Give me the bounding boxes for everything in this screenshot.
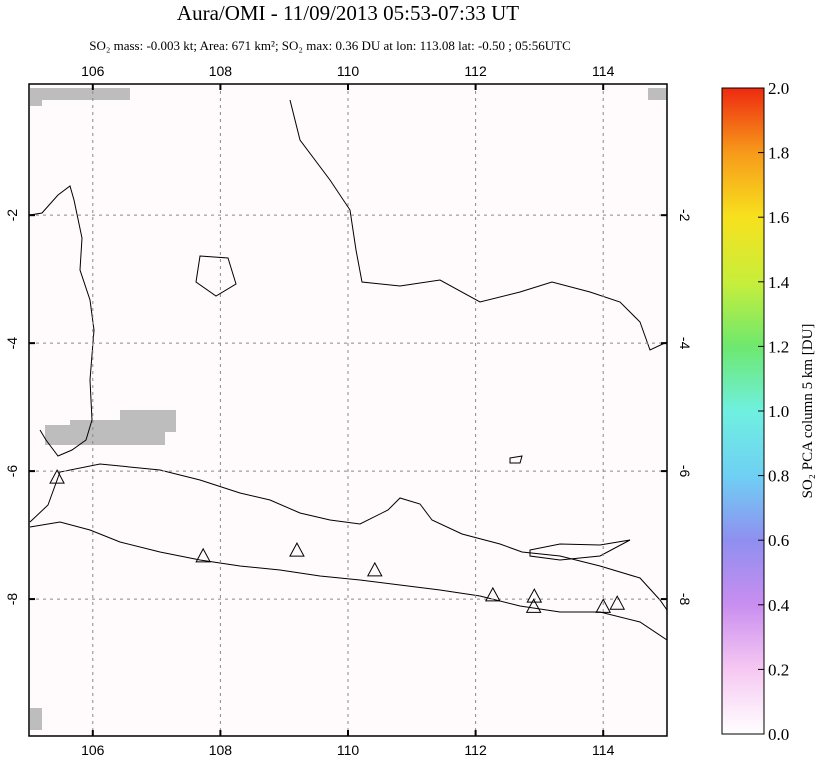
colorbar-tick-label: 0.6 <box>768 531 789 550</box>
colorbar-tick-label: 0.2 <box>768 660 789 679</box>
y-tick-label: -8 <box>4 593 20 606</box>
colorbar-tick-label: 0.4 <box>768 596 790 615</box>
colorbar-tick-label: 1.2 <box>768 337 789 356</box>
missing-data <box>30 88 667 730</box>
colorbar-tick-label: 2.0 <box>768 79 789 98</box>
colorbar-tick-label: 0.8 <box>768 467 789 486</box>
y-tick-label: -8 <box>677 593 693 606</box>
y-tick-label: -4 <box>677 337 693 350</box>
chart-title: Aura/OMI - 11/09/2013 05:53-07:33 UT <box>177 1 519 25</box>
x-tick-label: 114 <box>592 742 615 758</box>
x-tick-label: 112 <box>464 742 487 758</box>
x-tick-label: 110 <box>337 742 360 758</box>
volcano <box>366 561 383 577</box>
volcano <box>609 595 626 610</box>
x-tick-label: 108 <box>209 63 233 79</box>
colorbar-tick-label: 1.4 <box>768 273 790 292</box>
x-tick-label: 108 <box>209 742 233 758</box>
y-tick-label: -2 <box>4 209 20 222</box>
y-tick-label: -6 <box>677 465 693 478</box>
colorbar-label: SO₂ PCA column 5 km [DU] <box>800 324 816 499</box>
volcano <box>49 469 65 484</box>
volcano <box>484 586 501 602</box>
y-tick-label: -2 <box>677 209 693 222</box>
colorbar-tick-label: 0.0 <box>768 725 789 744</box>
volcano <box>195 547 212 563</box>
x-tick-label: 106 <box>81 63 105 79</box>
y-tick-label: -6 <box>4 465 20 478</box>
chart-subtitle: SO₂ mass: -0.003 kt; Area: 671 km²; SO₂ … <box>89 38 571 53</box>
x-tick-label: 106 <box>81 742 105 758</box>
coastline <box>29 99 668 641</box>
y-tick-label: -4 <box>4 337 20 350</box>
volcano <box>289 542 305 557</box>
x-tick-label: 114 <box>592 63 615 79</box>
x-tick-label: 110 <box>337 63 360 79</box>
colorbar <box>721 87 765 735</box>
colorbar-tick-label: 1.6 <box>768 208 789 227</box>
volcano <box>525 598 542 613</box>
colorbar-tick-label: 1.8 <box>768 144 789 163</box>
x-tick-label: 112 <box>464 63 487 79</box>
volcano <box>595 598 612 613</box>
volcano <box>526 588 543 603</box>
colorbar-tick-label: 1.0 <box>768 402 789 421</box>
